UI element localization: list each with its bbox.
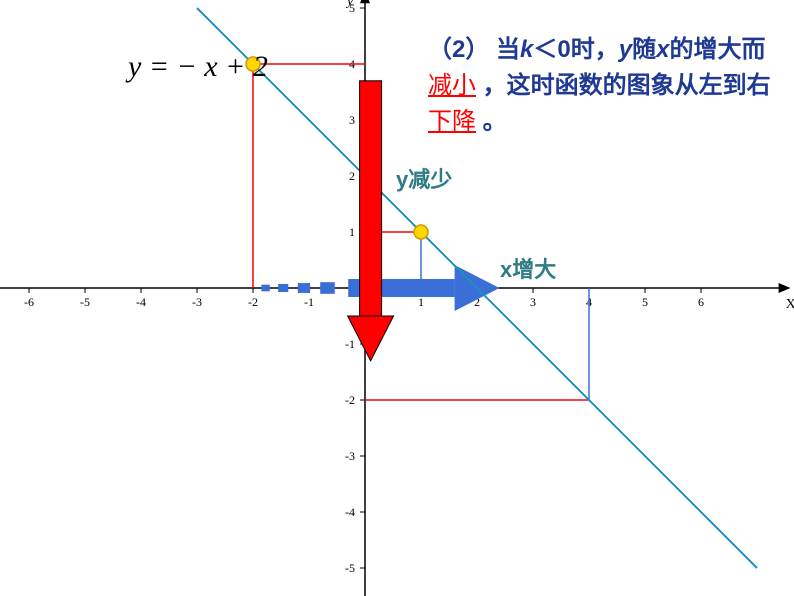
svg-text:-4: -4 xyxy=(136,295,146,309)
svg-text:2: 2 xyxy=(349,169,355,183)
svg-text:5: 5 xyxy=(642,295,648,309)
svg-text:3: 3 xyxy=(530,295,536,309)
svg-text:-6: -6 xyxy=(24,295,34,309)
svg-text:-3: -3 xyxy=(192,295,202,309)
svg-text:3: 3 xyxy=(349,113,355,127)
svg-text:1: 1 xyxy=(418,295,424,309)
svg-text:6: 6 xyxy=(698,295,704,309)
svg-text:-2: -2 xyxy=(248,295,258,309)
svg-text:-1: -1 xyxy=(304,295,314,309)
svg-text:-3: -3 xyxy=(345,449,355,463)
equation-label: y = − x + 2 xyxy=(128,50,268,84)
x-increase-label: x增大 xyxy=(500,252,556,284)
svg-text:1: 1 xyxy=(349,225,355,239)
svg-text:-5: -5 xyxy=(80,295,90,309)
annotation-text: （2） 当k＜0时，y随x的增大而 减小 ，这时函数的图象从左到右下降 。 xyxy=(428,32,788,140)
svg-text:-1: -1 xyxy=(345,337,355,351)
svg-text:-5: -5 xyxy=(345,561,355,575)
blank-descend: 下降 xyxy=(428,108,476,135)
svg-text:-2: -2 xyxy=(345,393,355,407)
blank-decrease: 减小 xyxy=(428,72,476,99)
svg-text:X: X xyxy=(786,297,794,312)
svg-text:-4: -4 xyxy=(345,505,355,519)
y-decrease-label: y减少 xyxy=(396,162,452,194)
svg-text:5: 5 xyxy=(349,1,355,15)
